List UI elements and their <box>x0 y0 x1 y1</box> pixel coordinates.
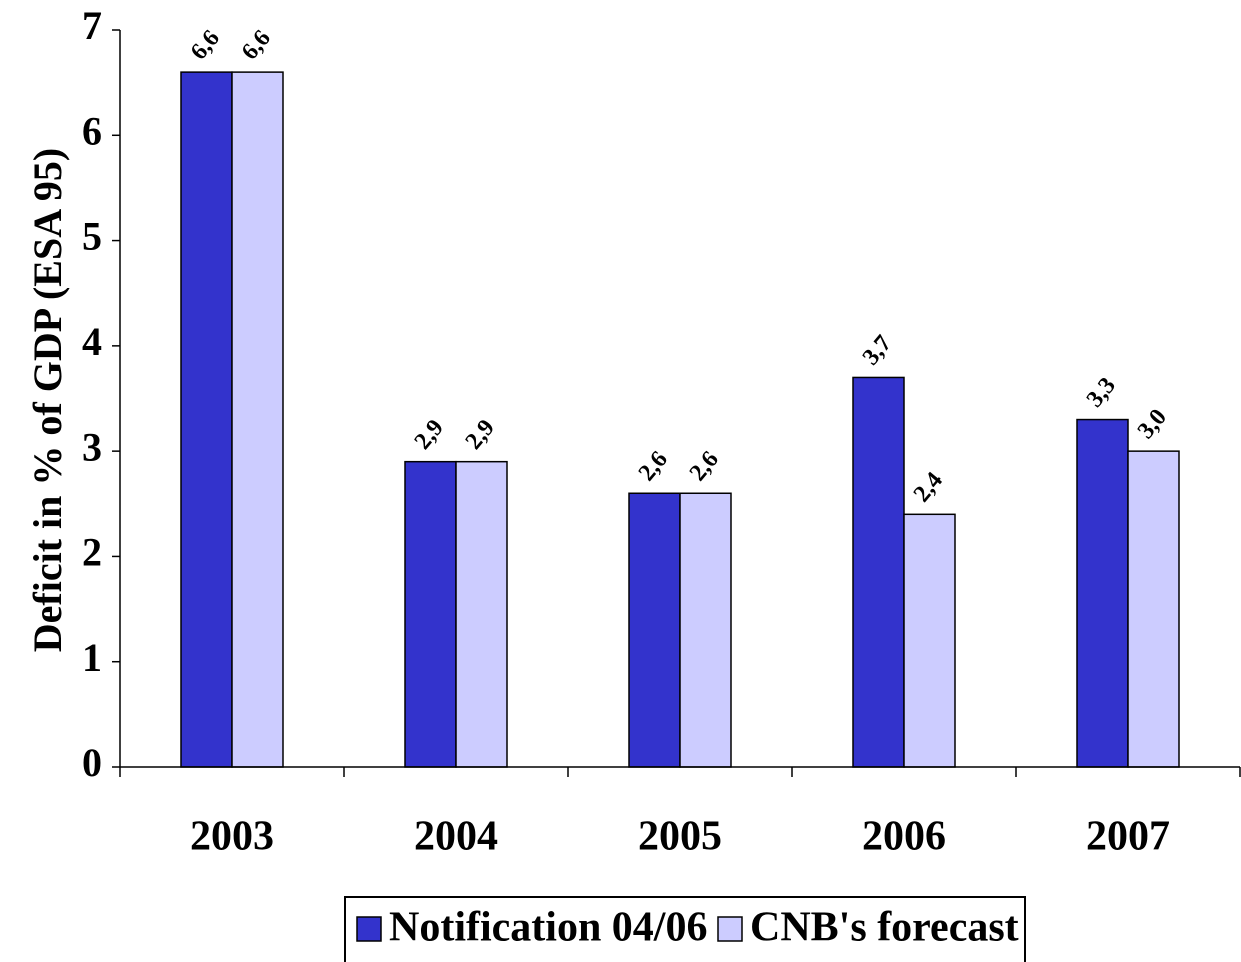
y-tick-label: 2 <box>82 530 102 575</box>
y-tick-label: 3 <box>82 424 102 469</box>
value-label: 6,6 <box>237 25 276 65</box>
value-label: 2,6 <box>634 446 673 486</box>
bar <box>903 513 956 768</box>
y-tick-label: 4 <box>82 319 102 364</box>
y-tick-label: 0 <box>82 740 102 785</box>
value-label: 3,7 <box>858 331 897 371</box>
value-label: 3,3 <box>1082 373 1121 413</box>
value-label: 2,4 <box>909 468 948 508</box>
y-tick-label: 6 <box>82 108 102 153</box>
legend-label: Notification 04/06 <box>389 905 707 951</box>
legend-swatch <box>356 916 382 942</box>
bar <box>404 460 457 768</box>
x-tick-label: 2003 <box>190 814 274 860</box>
value-label: 6,6 <box>186 25 225 65</box>
x-tick-label: 2007 <box>1086 814 1170 860</box>
value-label: 3,0 <box>1133 404 1172 444</box>
y-tick-label: 7 <box>82 3 102 48</box>
y-axis-title: Deficit in % of GDP (ESA 95) <box>25 148 70 652</box>
bar <box>180 71 233 768</box>
value-label: 2,9 <box>410 415 449 455</box>
bar <box>1127 450 1180 768</box>
value-label: 2,9 <box>461 415 500 455</box>
legend-box <box>344 896 1026 962</box>
x-tick-label: 2005 <box>638 814 722 860</box>
legend-swatch <box>717 916 743 942</box>
bar <box>455 460 508 768</box>
x-tick-label: 2004 <box>414 814 498 860</box>
bar <box>628 492 681 768</box>
y-tick-label: 1 <box>82 635 102 680</box>
y-tick-label: 5 <box>82 214 102 259</box>
x-tick-label: 2006 <box>862 814 946 860</box>
value-label: 2,6 <box>685 446 724 486</box>
bar <box>852 376 905 768</box>
legend-label: CNB's forecast <box>750 905 1019 951</box>
bar <box>231 71 284 768</box>
bar <box>1076 418 1129 768</box>
bar <box>679 492 732 768</box>
